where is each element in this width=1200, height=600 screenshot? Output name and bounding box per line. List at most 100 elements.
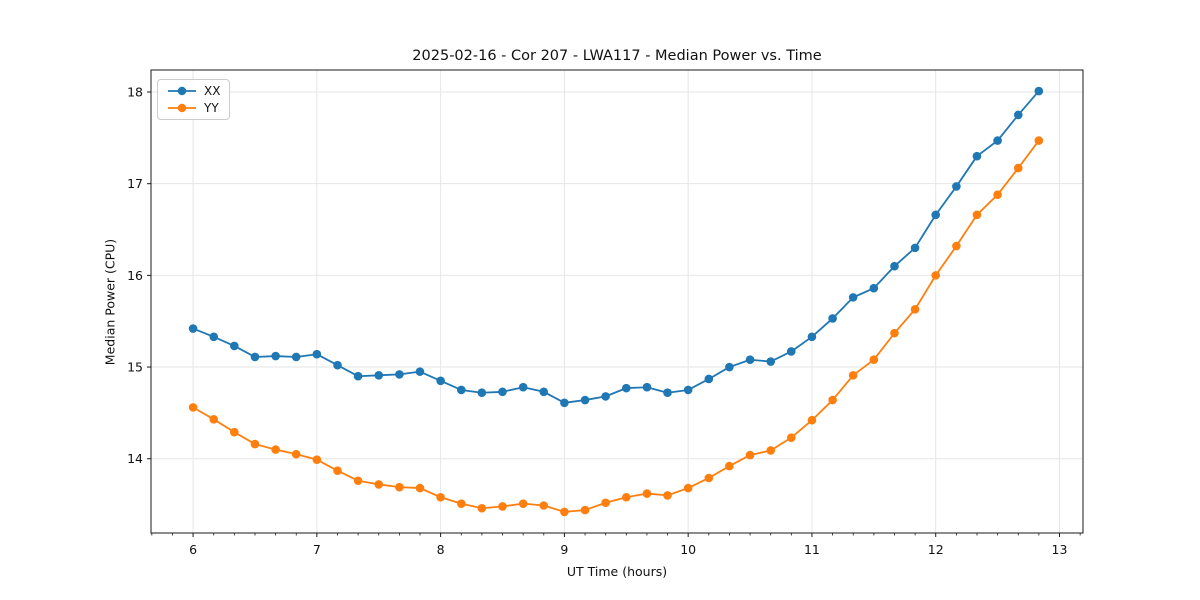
series-yy-marker (498, 502, 507, 511)
series-xx-marker (683, 385, 693, 395)
legend-item-xx: XX (167, 85, 220, 97)
x-tick-label: 8 (437, 542, 445, 557)
series-xx-marker (848, 293, 858, 302)
series-yy-marker (415, 483, 425, 493)
series-xx-marker (580, 395, 590, 405)
x-tick-label: 7 (313, 542, 321, 557)
series-yy-marker (663, 491, 672, 500)
series-xx-marker (291, 352, 301, 362)
series-xx-marker (312, 349, 322, 359)
series-yy-marker (848, 371, 858, 380)
series-xx-marker (725, 362, 734, 372)
y-axis-label: Median Power (CPU) (102, 238, 118, 366)
series-yy-marker (828, 395, 837, 405)
series-xx-marker (250, 352, 260, 362)
x-tick-label: 13 (1052, 542, 1068, 557)
series-yy-marker (683, 483, 693, 493)
series-xx-marker (807, 332, 817, 342)
series-yy-marker (993, 190, 1002, 199)
series-xx-marker (477, 388, 487, 398)
series-yy-marker (250, 439, 260, 449)
series-xx-marker (271, 351, 280, 361)
series-xx-marker (931, 210, 941, 220)
y-tick-label: 18 (127, 85, 143, 100)
series-yy-marker (725, 461, 734, 471)
series-yy-marker (271, 445, 280, 454)
series-yy-marker (1013, 163, 1023, 173)
series-yy-marker (188, 403, 198, 412)
series-yy-marker (291, 449, 301, 459)
series-yy-marker (972, 210, 982, 220)
series-yy-marker (745, 450, 755, 460)
legend: XX YY (157, 79, 231, 120)
series-xx-marker (952, 182, 961, 191)
series-xx-marker (374, 371, 384, 380)
series-yy-marker (560, 507, 569, 517)
series-yy-marker (807, 415, 817, 425)
series-xx-marker (828, 314, 837, 323)
x-axis-label: UT Time (hours) (566, 564, 668, 579)
series-yy-marker (333, 466, 342, 475)
series-yy-marker (766, 446, 776, 455)
legend-label: YY (204, 101, 219, 115)
series-xx-marker (890, 261, 899, 271)
legend-line-marker-icon (168, 103, 196, 113)
series-yy-marker (869, 355, 879, 365)
y-tick-label: 17 (127, 176, 143, 191)
series-xx-marker (188, 324, 198, 333)
chart-title: 2025-02-16 - Cor 207 - LWA117 - Median P… (412, 48, 822, 64)
series-xx-marker (1034, 86, 1044, 96)
series-xx-marker (395, 370, 404, 379)
series-xx-marker (704, 374, 714, 384)
series-yy-marker (374, 480, 384, 489)
series-xx-marker (209, 332, 219, 342)
series-yy-line (192, 140, 1040, 513)
series-yy-marker (910, 304, 920, 314)
series-xx-marker (436, 376, 445, 386)
legend-label: XX (204, 84, 221, 98)
series-yy-marker (539, 501, 549, 510)
series-xx-marker (539, 387, 549, 397)
series-xx-marker (786, 347, 796, 356)
series-yy-marker (436, 492, 445, 502)
series-xx-marker (663, 388, 672, 398)
x-tick-label: 11 (804, 542, 820, 557)
x-tick-label: 9 (560, 542, 568, 557)
y-tick-label: 16 (127, 268, 143, 283)
series-xx-marker (560, 398, 569, 408)
series-yy-marker (456, 499, 466, 508)
legend-item-yy: YY (167, 102, 220, 114)
series-xx-marker (229, 341, 239, 351)
series-xx-marker (766, 357, 776, 366)
series-xx-marker (498, 387, 507, 397)
y-tick-label: 15 (127, 360, 143, 375)
series-yy-marker (580, 505, 590, 515)
series-yy-marker (931, 271, 941, 280)
x-tick-label: 6 (189, 542, 197, 557)
series-xx-marker (1013, 110, 1023, 120)
series-yy-marker (642, 489, 652, 498)
series-xx-marker (518, 382, 528, 392)
series-yy-marker (477, 503, 487, 513)
series-yy-marker (1034, 136, 1044, 145)
series-yy-marker (890, 328, 899, 338)
series-yy-marker (952, 241, 961, 251)
series-yy-marker (353, 476, 363, 486)
plot-frame (150, 69, 1084, 534)
series-yy-marker (786, 433, 796, 442)
series-xx-marker (869, 283, 879, 293)
series-yy-marker (229, 427, 239, 437)
series-xx-marker (621, 383, 631, 393)
y-tick-label: 14 (127, 451, 143, 466)
series-xx-marker (353, 371, 363, 381)
series-xx-marker (993, 136, 1002, 145)
series-xx-marker (745, 355, 755, 365)
series-yy-marker (621, 492, 631, 502)
series-xx-marker (415, 367, 425, 376)
series-xx-marker (601, 392, 610, 401)
series-yy-marker (312, 455, 322, 464)
series-xx-marker (333, 360, 342, 370)
legend-line-marker-icon (168, 86, 196, 96)
